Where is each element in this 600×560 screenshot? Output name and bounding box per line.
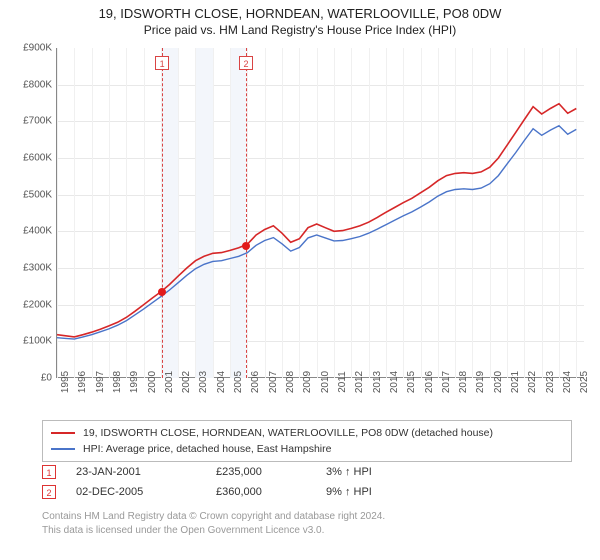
x-tick-label: 2012 (354, 371, 365, 393)
x-tick-label: 2018 (458, 371, 469, 393)
x-tick-label: 2000 (147, 371, 158, 393)
sale-marker-box: 2 (239, 56, 253, 70)
x-tick-label: 2014 (389, 371, 400, 393)
x-tick-label: 2017 (441, 371, 452, 393)
title-block: 19, IDSWORTH CLOSE, HORNDEAN, WATERLOOVI… (0, 0, 600, 37)
sale-dot (242, 242, 250, 250)
transaction-price: £235,000 (216, 466, 326, 478)
legend: 19, IDSWORTH CLOSE, HORNDEAN, WATERLOOVI… (42, 420, 572, 462)
y-tick-label: £800K (8, 79, 52, 90)
x-tick-label: 2011 (337, 371, 348, 393)
x-tick-label: 1996 (77, 371, 88, 393)
y-tick-label: £500K (8, 189, 52, 200)
x-tick-label: 2007 (268, 371, 279, 393)
legend-swatch-property (51, 432, 75, 434)
y-tick-label: £100K (8, 336, 52, 347)
chart-area: £0 £100K £200K £300K £400K £500K £600K £700K £80… (8, 48, 592, 406)
footnote: Contains HM Land Registry data © Crown c… (42, 510, 385, 537)
x-tick-label: 2020 (493, 371, 504, 393)
y-tick-label: £700K (8, 116, 52, 127)
legend-label-hpi: HPI: Average price, detached house, East… (83, 443, 331, 455)
y-tick-label: £300K (8, 263, 52, 274)
x-tick-label: 2009 (302, 371, 313, 393)
x-tick-label: 2013 (372, 371, 383, 393)
x-tick-label: 2019 (475, 371, 486, 393)
x-tick-label: 2008 (285, 371, 296, 393)
x-tick-label: 2021 (510, 371, 521, 393)
x-tick-label: 2001 (164, 371, 175, 393)
y-tick-label: £600K (8, 153, 52, 164)
x-tick-label: 2006 (250, 371, 261, 393)
legend-swatch-hpi (51, 448, 75, 450)
y-tick-label: £900K (8, 43, 52, 54)
x-tick-label: 1995 (60, 371, 71, 393)
transaction-index-box: 2 (42, 485, 56, 499)
y-tick-label: £0 (8, 373, 52, 384)
sale-dot (158, 288, 166, 296)
footnote-line2: This data is licensed under the Open Gov… (42, 524, 385, 538)
transaction-price: £360,000 (216, 486, 326, 498)
x-tick-label: 2023 (545, 371, 556, 393)
line-series (57, 48, 585, 378)
y-tick-label: £200K (8, 299, 52, 310)
transaction-date: 23-JAN-2001 (76, 466, 216, 478)
x-tick-label: 2024 (562, 371, 573, 393)
sale-marker-box: 1 (155, 56, 169, 70)
title-sub: Price paid vs. HM Land Registry's House … (0, 23, 600, 37)
chart-container: 19, IDSWORTH CLOSE, HORNDEAN, WATERLOOVI… (0, 0, 600, 560)
x-tick-label: 2004 (216, 371, 227, 393)
plot-area: 12 (56, 48, 584, 378)
x-tick-label: 1997 (95, 371, 106, 393)
legend-label-property: 19, IDSWORTH CLOSE, HORNDEAN, WATERLOOVI… (83, 427, 493, 439)
x-tick-label: 2016 (424, 371, 435, 393)
x-tick-label: 2005 (233, 371, 244, 393)
transaction-pct: 9% ↑ HPI (326, 486, 446, 498)
transaction-date: 02-DEC-2005 (76, 486, 216, 498)
x-tick-label: 2002 (181, 371, 192, 393)
transaction-pct: 3% ↑ HPI (326, 466, 446, 478)
x-tick-label: 1999 (129, 371, 140, 393)
series-property (57, 104, 576, 337)
y-tick-label: £400K (8, 226, 52, 237)
transaction-row: 2 02-DEC-2005 £360,000 9% ↑ HPI (42, 482, 446, 502)
transaction-index-box: 1 (42, 465, 56, 479)
transaction-table: 1 23-JAN-2001 £235,000 3% ↑ HPI 2 02-DEC… (42, 462, 446, 502)
legend-item-hpi: HPI: Average price, detached house, East… (51, 441, 563, 457)
legend-item-property: 19, IDSWORTH CLOSE, HORNDEAN, WATERLOOVI… (51, 425, 563, 441)
footnote-line1: Contains HM Land Registry data © Crown c… (42, 510, 385, 524)
x-tick-label: 2010 (320, 371, 331, 393)
x-tick-label: 2025 (579, 371, 590, 393)
x-tick-label: 2003 (198, 371, 209, 393)
x-tick-label: 1998 (112, 371, 123, 393)
x-tick-label: 2022 (527, 371, 538, 393)
x-tick-label: 2015 (406, 371, 417, 393)
transaction-row: 1 23-JAN-2001 £235,000 3% ↑ HPI (42, 462, 446, 482)
title-main: 19, IDSWORTH CLOSE, HORNDEAN, WATERLOOVI… (0, 6, 600, 21)
